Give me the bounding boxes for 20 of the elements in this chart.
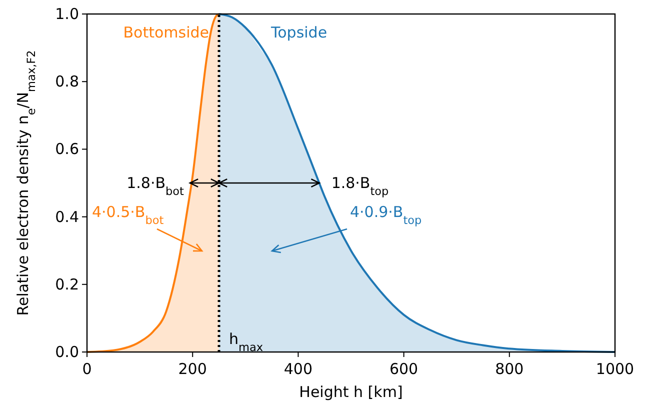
- y-tick-label: 1.0: [55, 5, 79, 23]
- annotation: 4·0.9·B$_{top}$: [350, 203, 422, 226]
- y-tick-label: 0.8: [55, 72, 79, 91]
- x-tick-label: 200: [178, 360, 207, 378]
- series-label: Topside: [270, 24, 328, 42]
- x-tick-label: 600: [389, 360, 418, 378]
- ref-line-label: h$_{max}$: [229, 330, 264, 354]
- x-tick-label: 800: [495, 360, 524, 378]
- annotation: 1.8·B$_{top}$: [331, 174, 389, 198]
- annotation: 4·0.5·B$_{bot}$: [92, 203, 164, 226]
- y-tick-label: 0.6: [55, 140, 79, 158]
- series-label: Bottomside: [123, 24, 209, 42]
- y-tick-label: 0.0: [55, 343, 79, 361]
- x-tick-label: 1000: [596, 360, 634, 378]
- y-tick-label: 0.2: [55, 275, 79, 294]
- y-tick-label: 0.4: [55, 208, 79, 226]
- x-axis-title: Height h [km]: [299, 383, 403, 401]
- x-tick-label: 0: [82, 360, 92, 378]
- annotation: 1.8·B$_{bot}$: [126, 174, 185, 198]
- x-tick-label: 400: [284, 360, 313, 378]
